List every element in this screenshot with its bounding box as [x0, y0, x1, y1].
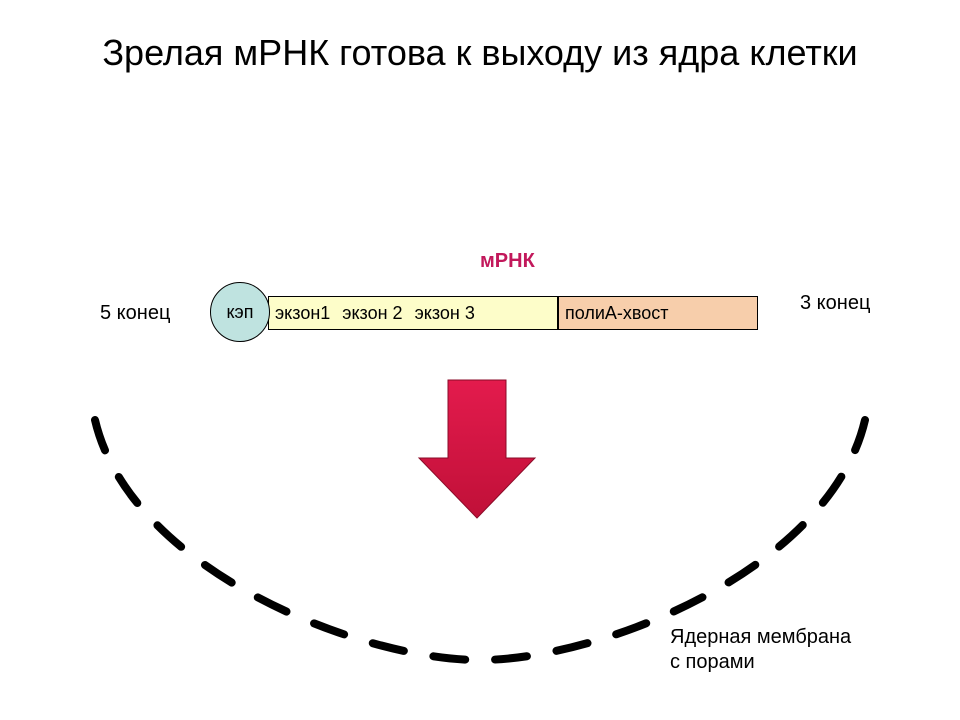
poly-a-label: полиА-хвост: [559, 303, 669, 324]
exon2-label: экзон 2: [330, 303, 402, 324]
cap-label: кэп: [226, 302, 253, 323]
svg-layer: [0, 0, 960, 720]
three-prime-text: 3 конец: [800, 292, 870, 314]
exon1-label: экзон1: [269, 303, 330, 324]
nuclear-membrane: [95, 420, 865, 660]
mrna-label: мРНК: [480, 250, 535, 273]
membrane-label-line1: Ядерная мембрана: [670, 626, 851, 648]
three-prime-label: 3 конец: [800, 292, 870, 315]
slide-title-text: Зрелая мРНК готова к выходу из ядра клет…: [102, 32, 857, 73]
exon3-label: экзон 3: [403, 303, 475, 324]
exon-block: экзон1 экзон 2 экзон 3: [268, 296, 558, 330]
five-prime-text: 5 конец: [100, 302, 170, 324]
membrane-label-line2: с порами: [670, 651, 755, 673]
down-arrow-icon: [419, 380, 535, 518]
slide-title: Зрелая мРНК готова к выходу из ядра клет…: [0, 30, 960, 75]
mrna-label-text: мРНК: [480, 250, 535, 272]
five-prime-label: 5 конец: [100, 302, 170, 325]
poly-a-block: полиА-хвост: [558, 296, 758, 330]
membrane-label: Ядерная мембрана с порами: [670, 625, 851, 675]
cap-circle: кэп: [210, 282, 270, 342]
